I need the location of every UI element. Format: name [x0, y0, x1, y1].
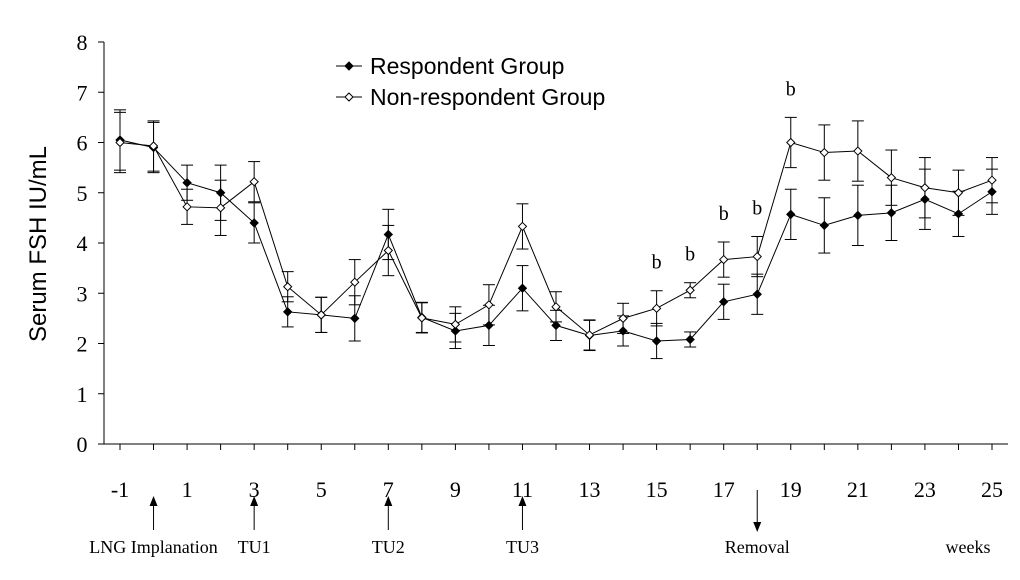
y-tick-label-8: 8	[77, 30, 88, 55]
point-nonrespondent-7	[383, 245, 394, 256]
x-axis-label: weeks	[946, 537, 991, 557]
point-respondent-10	[484, 320, 494, 331]
y-tick-label-3: 3	[77, 281, 88, 306]
annotation-b-17: b	[719, 203, 729, 225]
point-nonrespondent-21	[853, 146, 863, 156]
point-nonrespondent-17	[718, 254, 729, 265]
point-respondent-11	[517, 283, 528, 293]
point-nonrespondent-2	[215, 203, 226, 213]
point-respondent-14	[618, 326, 628, 336]
point-nonrespondent--1	[115, 137, 125, 148]
x-tick-label-15: 15	[646, 477, 668, 502]
point-nonrespondent-1	[182, 202, 192, 212]
point-respondent-4	[282, 307, 293, 317]
y-tick-label-0: 0	[77, 432, 88, 457]
event-label-removal: Removal	[725, 537, 790, 557]
event-label-tu2: TU2	[372, 537, 405, 557]
point-respondent-3	[249, 218, 259, 228]
point-respondent-19	[786, 209, 796, 220]
point-nonrespondent-22	[886, 172, 897, 183]
legend-marker-respondent	[344, 61, 354, 71]
event-label-tu3: TU3	[506, 537, 539, 557]
annotation-b-15: b	[652, 252, 662, 274]
legend-label-nonrespondent: Non-respondent Group	[370, 84, 605, 110]
point-respondent-21	[853, 210, 863, 221]
point-nonrespondent-5	[316, 310, 326, 320]
legend: Respondent Group Non-respondent Group	[336, 53, 605, 110]
event-arrow-head-tu1	[250, 496, 259, 506]
x-tick-label-17: 17	[713, 477, 735, 502]
x-tick-label-19: 19	[780, 477, 802, 502]
y-tick-label-6: 6	[77, 131, 88, 156]
point-nonrespondent-20	[819, 147, 830, 158]
event-arrow-head-tu3	[518, 496, 527, 506]
point-respondent-22	[886, 208, 897, 218]
point-nonrespondent-25	[987, 175, 997, 185]
event-label-lng-implanation: LNG Implanation	[89, 537, 217, 557]
point-nonrespondent-10	[484, 300, 494, 310]
x-tick-label-3: 3	[249, 477, 260, 502]
point-respondent-17	[718, 297, 729, 307]
x-tick-label-25: 25	[981, 477, 1003, 502]
point-respondent-6	[350, 313, 360, 324]
point-respondent-24	[953, 209, 964, 219]
y-tick-label-2: 2	[77, 332, 88, 357]
annotation-b-16: b	[685, 244, 695, 266]
x-tick-label-7: 7	[383, 477, 394, 502]
x-tick-label-11: 11	[512, 477, 533, 502]
point-respondent-9	[450, 326, 461, 336]
legend-marker-nonrespondent	[344, 92, 354, 102]
x-tick-label-5: 5	[316, 477, 327, 502]
x-tick-label-23: 23	[914, 477, 936, 502]
y-tick-label-1: 1	[77, 382, 88, 407]
point-respondent-16	[685, 334, 695, 345]
point-nonrespondent-13	[584, 330, 595, 340]
legend-label-respondent: Respondent Group	[370, 53, 564, 79]
point-nonrespondent-14	[618, 313, 628, 324]
annotation-b-19: b	[786, 78, 796, 100]
point-nonrespondent-12	[551, 302, 561, 312]
point-nonrespondent-3	[249, 176, 259, 187]
point-respondent-2	[215, 188, 226, 198]
point-respondent-15	[651, 336, 662, 346]
axes-layer	[98, 41, 1008, 532]
point-respondent-23	[920, 194, 930, 204]
x-tick-label-21: 21	[847, 477, 869, 502]
x-tick-label--1: -1	[111, 477, 129, 502]
event-arrow-head-lng-implanation	[149, 496, 158, 506]
point-respondent-1	[182, 177, 192, 188]
event-arrow-head-tu2	[384, 496, 393, 506]
y-tick-label-5: 5	[77, 181, 88, 206]
point-nonrespondent-11	[517, 221, 528, 232]
point-nonrespondent-24	[953, 188, 964, 198]
point-respondent-25	[987, 187, 997, 197]
point-nonrespondent-15	[651, 303, 662, 314]
y-tick-label-4: 4	[77, 231, 88, 256]
point-nonrespondent-6	[350, 277, 360, 287]
point-respondent-7	[383, 229, 394, 240]
x-tick-label-13: 13	[579, 477, 601, 502]
event-label-tu1: TU1	[238, 537, 271, 557]
event-arrow-head-removal	[753, 522, 762, 532]
markers-layer	[115, 135, 997, 346]
point-nonrespondent-16	[685, 285, 695, 295]
point-respondent-12	[551, 320, 561, 331]
annotation-b-18: b	[752, 197, 762, 219]
point-nonrespondent-19	[786, 137, 796, 148]
point-nonrespondent-18	[752, 251, 762, 262]
point-nonrespondent-8	[417, 313, 427, 323]
point-respondent-20	[819, 220, 830, 231]
y-axis-label: Serum FSH IU/mL	[25, 146, 52, 342]
point-nonrespondent-9	[450, 319, 461, 330]
y-tick-label-7: 7	[77, 80, 88, 105]
x-tick-label-9: 9	[450, 477, 461, 502]
point-nonrespondent-23	[920, 183, 930, 193]
point-nonrespondent-0	[148, 141, 159, 151]
point-nonrespondent-4	[282, 282, 293, 292]
point-respondent-18	[752, 289, 762, 299]
x-tick-label-1: 1	[182, 477, 193, 502]
